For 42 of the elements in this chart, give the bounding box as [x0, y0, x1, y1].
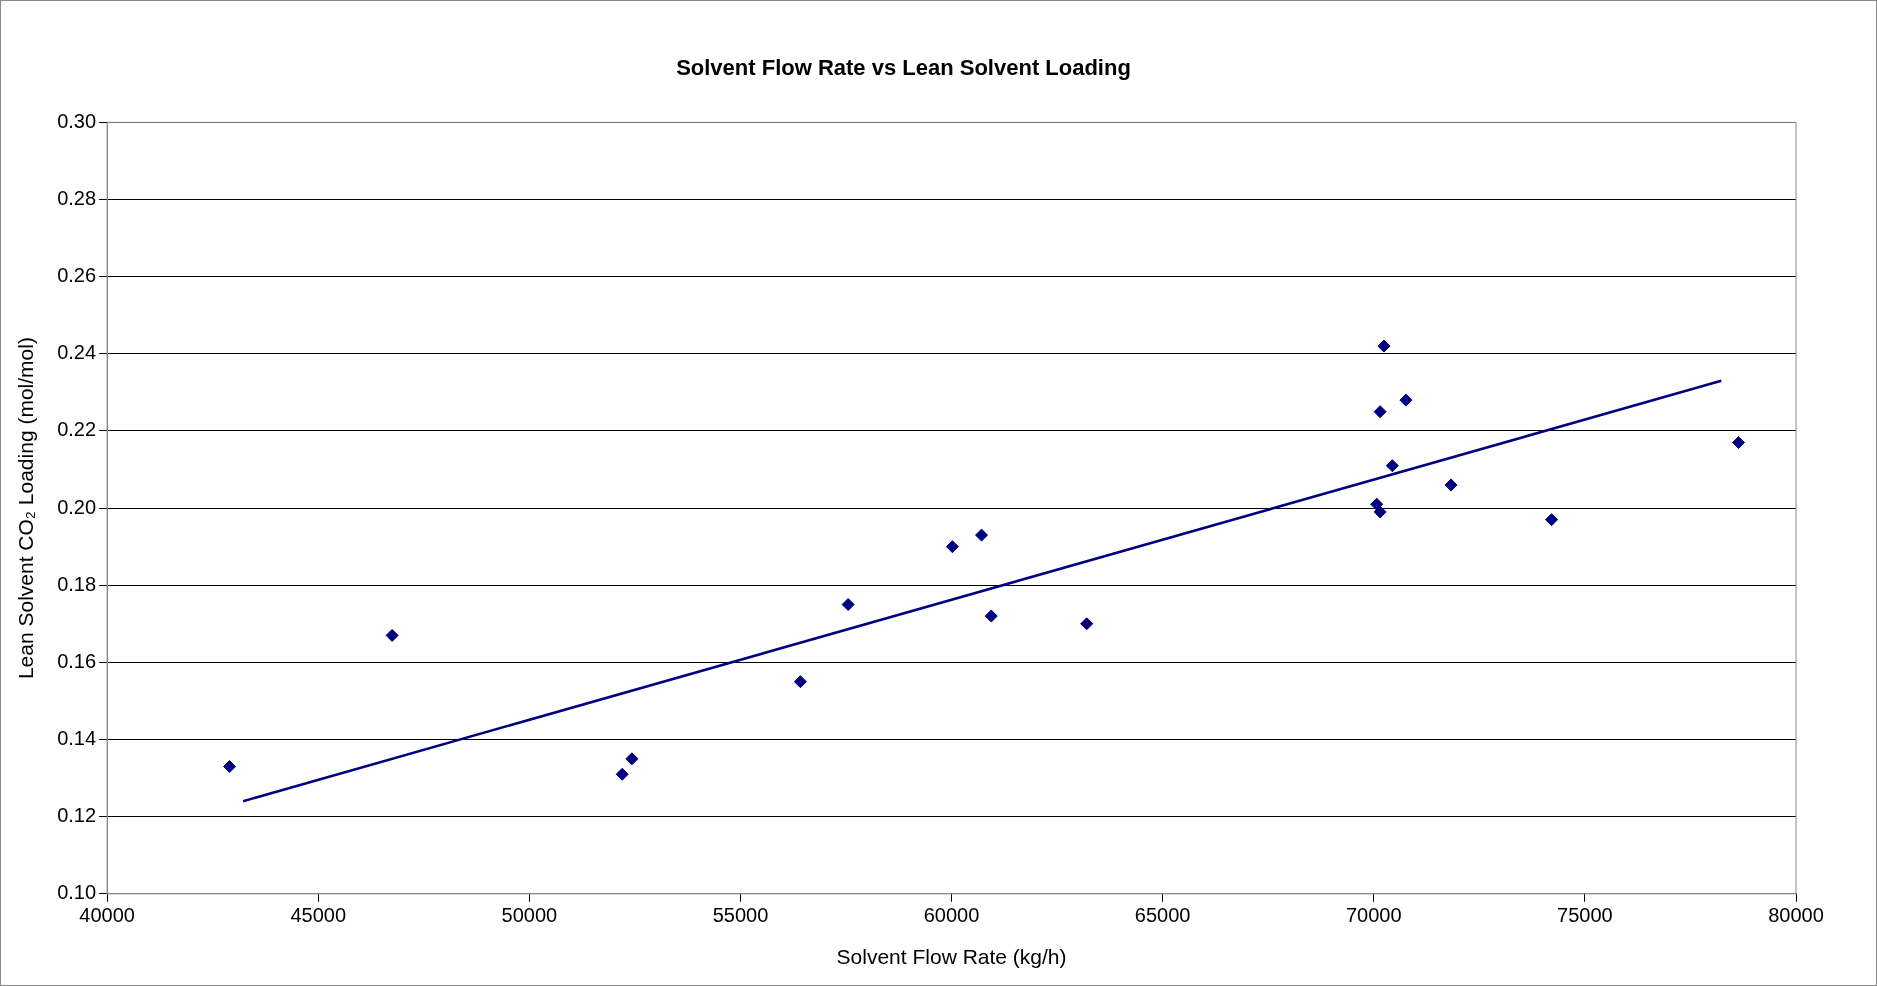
y-tick-label: 0.28 [57, 187, 97, 210]
point [1370, 497, 1384, 511]
x-tick-label: 60000 [923, 904, 980, 927]
y-tick-label: 0.22 [57, 418, 97, 441]
y-tick-label: 0.26 [57, 264, 97, 287]
point [975, 528, 989, 542]
point [1444, 478, 1458, 492]
x-tick-label: 75000 [1557, 904, 1613, 927]
point [625, 752, 639, 766]
x-tick-label: 50000 [501, 904, 558, 927]
y-tick-label: 0.14 [57, 727, 97, 750]
point [1385, 459, 1399, 473]
point [1080, 617, 1094, 631]
x-axis-title: Solvent Flow Rate (kg/h) [836, 945, 1067, 969]
x-tick-label: 65000 [1134, 904, 1191, 927]
x-tick-label: 70000 [1345, 904, 1402, 927]
x-tick-label: 40000 [79, 904, 135, 927]
point [1373, 505, 1387, 519]
point [945, 540, 959, 554]
point [615, 767, 629, 781]
y-tick-label: 0.10 [57, 881, 97, 904]
point [1373, 405, 1387, 419]
point [1377, 339, 1391, 353]
y-tick-label: 0.24 [57, 341, 97, 364]
x-tick-label: 55000 [712, 904, 769, 927]
y-tick-label: 0.18 [57, 572, 97, 595]
point [1545, 513, 1559, 527]
x-tick-label: 80000 [1768, 904, 1824, 927]
point [1399, 393, 1413, 407]
point [984, 609, 998, 623]
y-axis-title: Lean Solvent CO₂ Loading (mol/mol) [14, 337, 38, 680]
point [1732, 436, 1746, 450]
point [223, 760, 237, 774]
point [793, 675, 807, 689]
y-tick-label: 0.16 [57, 649, 97, 672]
y-tick-label: 0.12 [57, 804, 97, 827]
y-tick-label: 0.20 [57, 495, 97, 518]
point [841, 598, 855, 612]
point [385, 628, 399, 642]
x-tick-label: 45000 [290, 904, 347, 927]
y-tick-label: 0.30 [57, 109, 97, 132]
chart-title: Solvent Flow Rate vs Lean Solvent Loading [676, 55, 1131, 81]
